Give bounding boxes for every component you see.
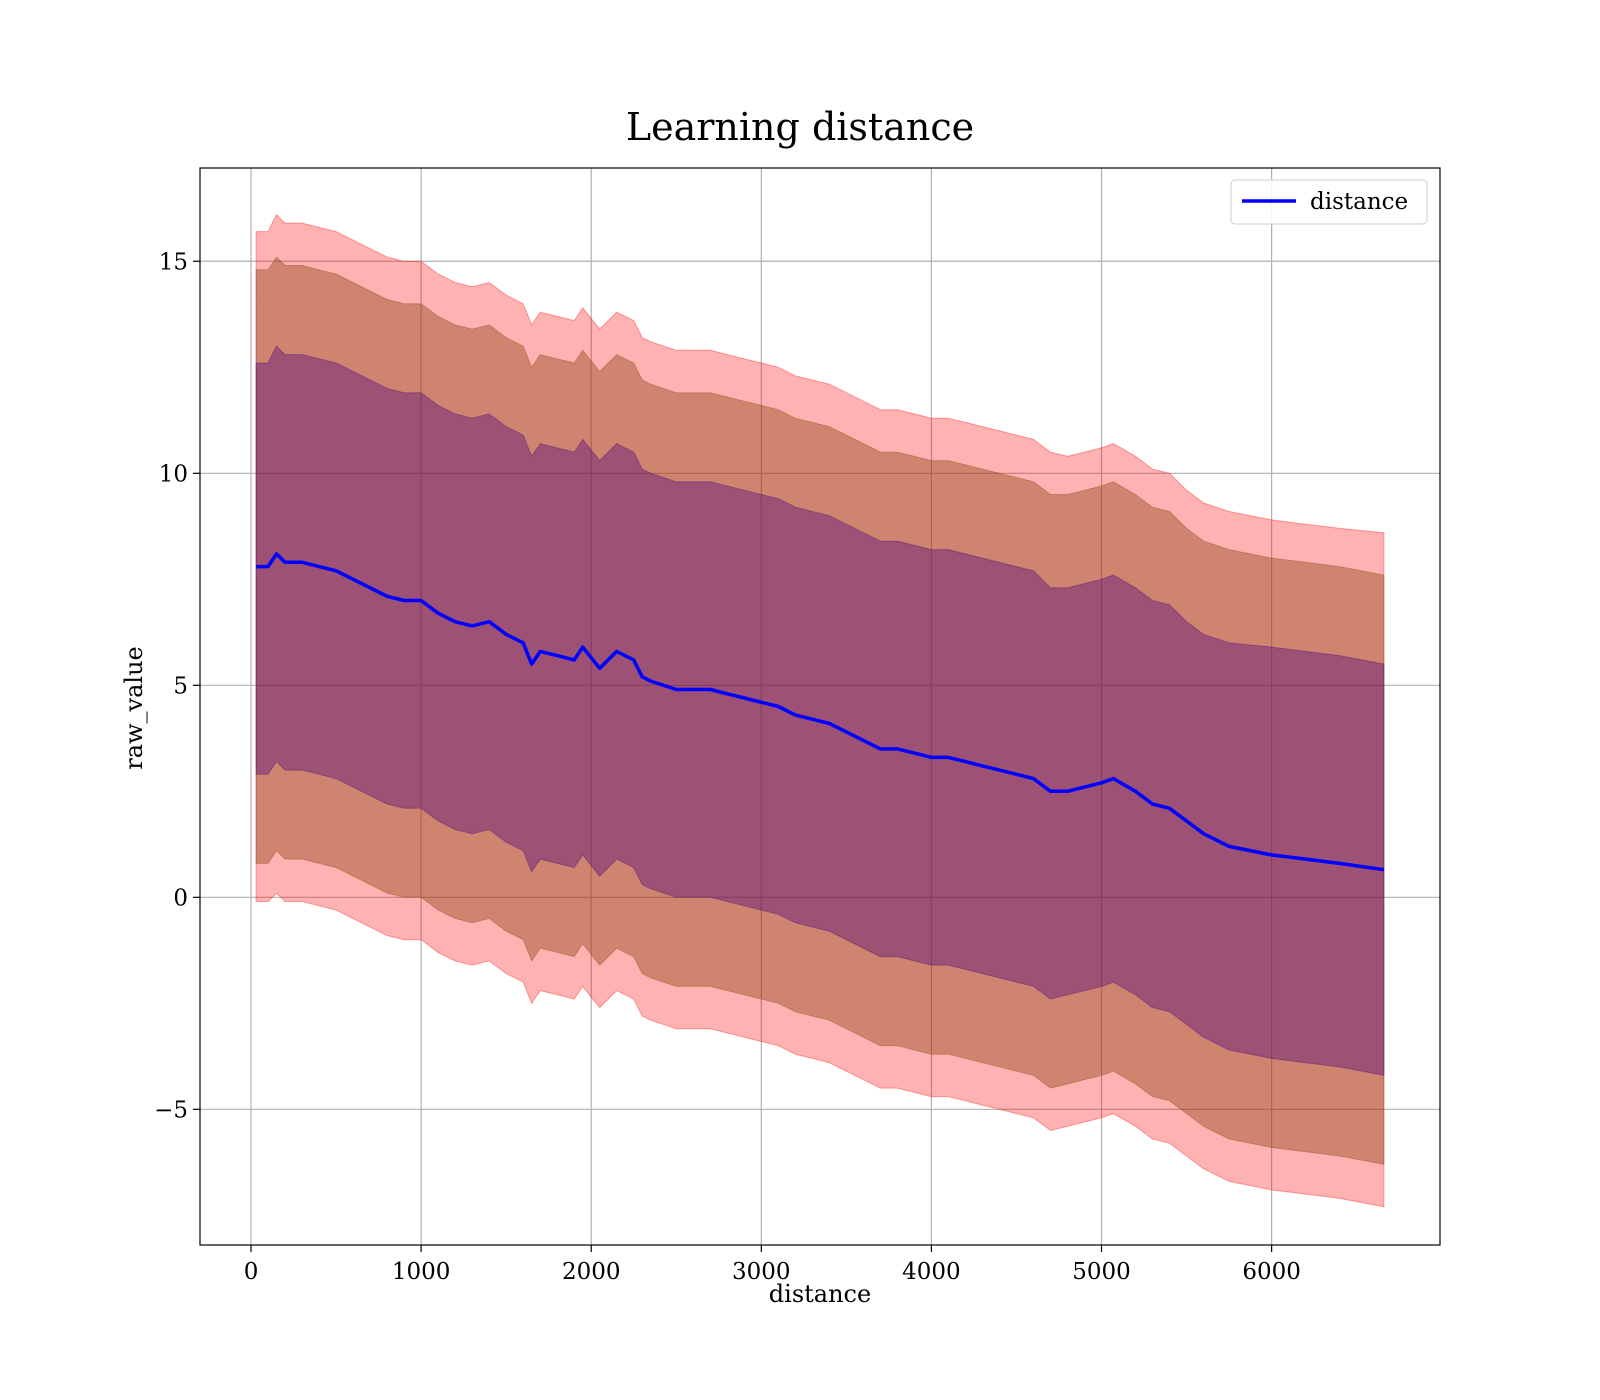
plot-frame — [199, 167, 1441, 1246]
y-tick-label: 0 — [173, 885, 188, 911]
y-tick-label: 5 — [173, 673, 188, 699]
series-line-distance — [256, 552, 1385, 872]
band-middle — [255, 256, 1385, 1166]
x-axis-label: distance — [769, 1280, 871, 1308]
legend-box — [1230, 179, 1428, 225]
y-axis-label: raw_value — [120, 646, 148, 770]
x-tick-label: 5000 — [1072, 1259, 1131, 1285]
legend-label: distance — [1310, 189, 1408, 215]
x-tick-label: 4000 — [902, 1259, 961, 1285]
band-outer — [255, 213, 1385, 1208]
legend: distance — [1230, 179, 1428, 225]
band-inner — [255, 345, 1385, 1077]
x-tick-label: 0 — [244, 1259, 259, 1285]
x-tick-label: 2000 — [562, 1259, 621, 1285]
x-axis: 0 1000 2000 3000 4000 5000 6000 — [244, 1245, 1301, 1285]
y-tick-label: 10 — [159, 461, 188, 487]
series-lines — [256, 552, 1385, 872]
y-tick-label: 15 — [159, 249, 188, 275]
grid — [200, 168, 1440, 1245]
plot-background — [200, 168, 1440, 1245]
chart-title: Learning distance — [626, 105, 974, 149]
y-axis: −5 0 5 10 15 — [154, 249, 200, 1123]
x-tick-label: 3000 — [732, 1259, 791, 1285]
x-tick-label: 1000 — [392, 1259, 451, 1285]
y-tick-label: −5 — [154, 1097, 188, 1123]
confidence-bands — [255, 213, 1385, 1208]
plot-area — [199, 167, 1441, 1246]
x-tick-label: 6000 — [1242, 1259, 1301, 1285]
